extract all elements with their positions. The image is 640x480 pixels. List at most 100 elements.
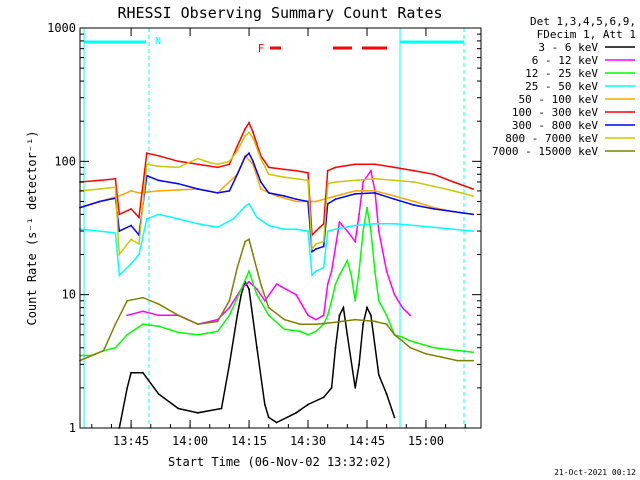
legend-label: 300 - 800 keV: [512, 119, 598, 132]
state-overlays: N F: [83, 28, 465, 428]
series-point: [354, 224, 357, 227]
series-point: [370, 230, 372, 233]
series-point: [295, 198, 298, 201]
series-point: [385, 270, 388, 273]
series-point: [283, 168, 286, 171]
series-point: [118, 274, 121, 277]
series-point: [322, 266, 325, 269]
series-point: [157, 314, 160, 317]
series-point: [307, 171, 309, 174]
series-point: [322, 245, 325, 248]
series-point: [256, 293, 258, 296]
footer-date: 21-Oct-2021 00:12: [554, 468, 636, 477]
series-point: [311, 248, 313, 250]
series-line: [79, 121, 474, 237]
series-point: [252, 160, 254, 163]
series-point: [228, 363, 231, 366]
series-point: [346, 259, 349, 262]
series-point: [334, 195, 337, 197]
series-point: [385, 314, 388, 317]
series-point: [177, 160, 180, 163]
series-point: [322, 314, 325, 317]
series-point: [315, 243, 317, 245]
series-point: [236, 149, 239, 152]
series-point: [326, 230, 329, 233]
series-point: [256, 288, 258, 290]
series-point: [374, 320, 376, 323]
y-tick-label: 1: [69, 421, 76, 435]
series-point: [354, 179, 357, 182]
series-point: [248, 280, 250, 283]
series-point: [252, 253, 254, 256]
series-point: [432, 185, 435, 188]
series-point: [362, 323, 364, 326]
series-point: [354, 163, 357, 166]
series-point: [295, 411, 298, 414]
series-point: [393, 179, 396, 182]
series-point: [338, 274, 341, 277]
legend-label: 100 - 300 keV: [512, 106, 598, 119]
series-point: [432, 226, 435, 229]
series-point: [401, 306, 404, 309]
series-point: [334, 321, 337, 324]
series-point: [315, 323, 317, 326]
series-point: [197, 188, 199, 190]
night-bar-label: N: [155, 36, 161, 47]
series-point: [256, 346, 258, 349]
series-8: [79, 238, 474, 362]
series-point: [130, 263, 133, 265]
series-point: [283, 328, 286, 331]
series-point: [259, 181, 262, 183]
series-point: [385, 323, 388, 326]
series-point: [307, 403, 309, 406]
series-point: [197, 323, 199, 326]
series-point: [267, 173, 270, 176]
series-point: [244, 127, 247, 130]
series-point: [338, 221, 341, 224]
series-point: [216, 166, 219, 169]
series-line: [79, 131, 474, 257]
series-point: [228, 163, 231, 166]
series-point: [350, 274, 353, 277]
series-point: [315, 248, 317, 250]
series-point: [228, 190, 231, 192]
series-point: [259, 188, 262, 190]
series-point: [307, 200, 309, 203]
series-point: [228, 160, 231, 163]
series-point: [267, 192, 270, 194]
series-point: [114, 186, 117, 189]
series-point: [157, 154, 160, 157]
series-point: [197, 411, 199, 414]
series-point: [413, 204, 416, 207]
series-point: [295, 169, 298, 172]
series-point: [236, 314, 239, 317]
series-point: [118, 253, 121, 256]
series-4: [79, 154, 474, 216]
series-point: [259, 283, 262, 285]
series-point: [315, 330, 317, 333]
series-point: [177, 331, 180, 334]
legend-label: 25 - 50 keV: [525, 80, 598, 93]
y-axis-label: Count Rate (s⁻¹ detector⁻¹): [25, 130, 39, 325]
series-point: [334, 346, 337, 349]
series-point: [295, 228, 298, 231]
series-point: [142, 296, 144, 299]
series-point: [177, 407, 180, 410]
series-point: [315, 200, 317, 203]
series-point: [295, 293, 298, 296]
series-point: [114, 232, 117, 234]
series-point: [157, 393, 160, 395]
series-point: [472, 213, 474, 216]
series-point: [145, 218, 148, 220]
series-point: [299, 330, 302, 333]
series-point: [114, 177, 117, 180]
series-point: [393, 198, 396, 201]
series-point: [440, 356, 443, 358]
series-point: [354, 318, 357, 321]
series-point: [366, 306, 368, 309]
legend-header-line-1: Det 1,3,4,5,6,9,: [530, 15, 636, 28]
x-tick-label: 15:00: [408, 434, 444, 448]
series-point: [385, 393, 388, 395]
series-point: [177, 314, 180, 317]
